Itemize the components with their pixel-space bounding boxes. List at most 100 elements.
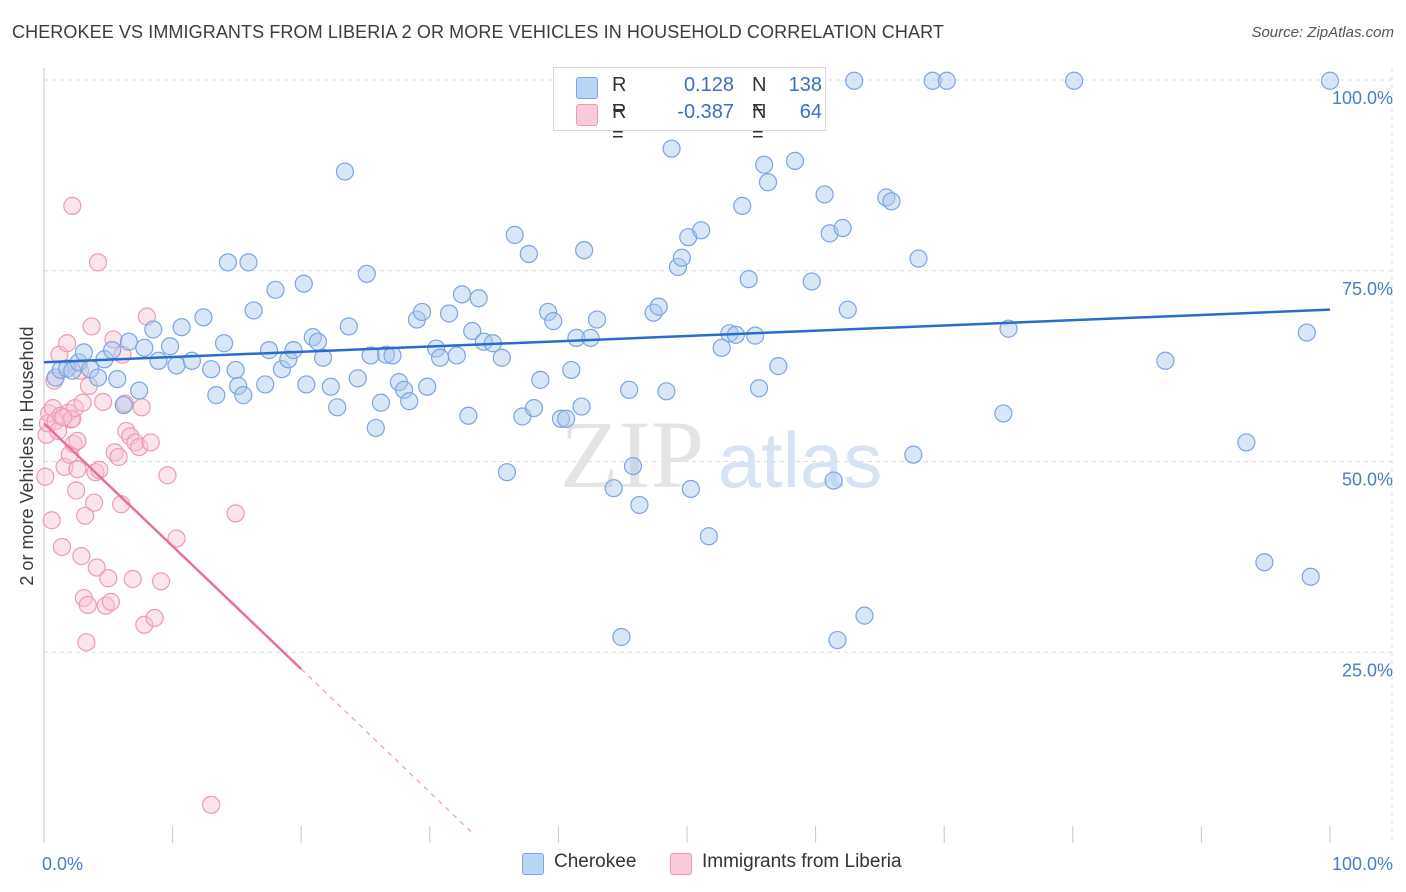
liberia-point: [132, 398, 151, 417]
cherokee-point: [439, 304, 459, 323]
cherokee-point: [244, 301, 263, 320]
cherokee-point: [662, 139, 681, 158]
r-value: -0.387: [677, 101, 734, 123]
liberia-point: [130, 437, 149, 457]
cherokee-point: [172, 318, 191, 337]
liberia-point: [76, 506, 95, 525]
cherokee-point: [739, 270, 758, 289]
liberia-point: [202, 795, 221, 814]
cherokee-point: [229, 376, 248, 396]
cherokee-point: [459, 406, 478, 425]
cherokee-point: [699, 527, 718, 546]
cherokee-point: [1297, 323, 1316, 342]
watermark-zip: ZIP: [560, 401, 704, 508]
liberia-point: [151, 572, 171, 591]
cherokee-point: [74, 343, 93, 362]
cherokee-point: [824, 471, 843, 490]
x-tick-label: 0.0%: [42, 854, 83, 874]
liberia-point: [109, 447, 128, 467]
cherokee-point: [492, 348, 511, 367]
cherokee-swatch: [576, 77, 598, 99]
cherokee-point: [497, 463, 517, 482]
cherokee-point: [749, 379, 769, 398]
cherokee-point: [149, 351, 168, 370]
cherokee-point: [1237, 433, 1256, 452]
cherokee-point: [539, 302, 558, 322]
n-value: 138: [788, 74, 822, 96]
cherokee-point: [904, 445, 923, 464]
cherokee-point: [838, 300, 857, 319]
cherokee-point: [672, 248, 691, 267]
y-tick-label: 100.0%: [1332, 88, 1393, 108]
trend-lines: [43, 308, 1331, 836]
cherokee-point: [430, 348, 450, 367]
cherokee-point: [394, 380, 414, 399]
cherokee-point: [321, 377, 340, 396]
y-tick-label: 75.0%: [1342, 279, 1393, 299]
cherokee-point: [587, 310, 607, 329]
liberia-point: [87, 558, 106, 577]
cherokee-point: [855, 606, 874, 625]
cherokee-point: [108, 369, 127, 389]
grid-lines: [44, 68, 1393, 843]
axes: 25.0% 50.0% 75.0% 100.0% 0.0% 100.0%: [42, 68, 1393, 874]
cherokee-point: [909, 249, 928, 268]
cherokee-point: [681, 479, 700, 499]
cherokee-point: [447, 346, 466, 365]
cherokee-point: [297, 375, 316, 394]
cherokee-point: [339, 317, 358, 336]
cherokee-point: [692, 221, 711, 240]
liberia-point: [167, 529, 186, 548]
cherokee-point: [259, 341, 279, 360]
cherokee-point: [524, 398, 544, 418]
cherokee-points: [46, 71, 1340, 650]
cherokee-point: [733, 196, 752, 215]
cherokee-point: [785, 151, 805, 170]
cherokee-point: [284, 341, 303, 360]
liberia-point: [68, 460, 87, 479]
liberia-point: [135, 615, 154, 634]
cherokee-point: [160, 337, 180, 356]
cherokee-point: [144, 320, 163, 339]
legend-label: Immigrants from Liberia: [702, 851, 902, 872]
liberia-point: [77, 633, 96, 652]
liberia-point: [82, 317, 101, 336]
legend-label: Cherokee: [554, 851, 637, 872]
liberia-point: [67, 481, 86, 500]
cherokee-point: [103, 341, 122, 360]
liberia-point: [68, 431, 87, 450]
liberia-point: [88, 253, 108, 272]
cherokee-point: [828, 630, 847, 650]
liberia-swatch: [670, 853, 692, 875]
cherokee-point: [623, 456, 643, 476]
x-tick-label: 100.0%: [1332, 854, 1393, 874]
cherokee-point: [114, 395, 133, 415]
liberia-point: [42, 511, 61, 530]
cherokee-point: [469, 289, 488, 308]
cherokee-point: [357, 264, 376, 283]
cherokee-point: [167, 356, 186, 375]
liberia-point: [94, 392, 113, 412]
cherokee-point: [463, 321, 482, 341]
cherokee-point: [551, 409, 571, 428]
cherokee-point: [1064, 71, 1084, 90]
cherokee-trend-line: [43, 308, 1331, 364]
r-value: 0.128: [683, 74, 734, 96]
cherokee-point: [519, 244, 538, 264]
liberia-point: [49, 421, 68, 441]
cherokee-point: [882, 192, 901, 211]
cherokee-point: [266, 280, 285, 299]
cherokee-point: [135, 338, 154, 357]
liberia-swatch: [576, 104, 598, 126]
cherokee-point: [1156, 351, 1175, 370]
liberia-point: [145, 608, 164, 628]
cherokee-point: [366, 418, 385, 438]
cherokee-point: [218, 253, 237, 272]
cherokee-point: [1320, 71, 1340, 90]
cherokee-point: [531, 370, 550, 389]
cherokee-point: [361, 346, 380, 365]
cherokee-point: [746, 326, 765, 345]
liberia-trend-line: [43, 422, 303, 670]
cherokee-point: [335, 162, 355, 181]
liberia-point: [54, 408, 73, 427]
